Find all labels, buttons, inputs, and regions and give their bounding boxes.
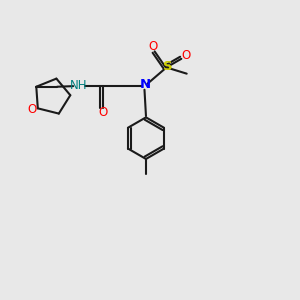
Text: O: O: [148, 40, 158, 52]
Text: NH: NH: [70, 79, 88, 92]
Text: O: O: [182, 49, 191, 62]
Text: O: O: [98, 106, 107, 119]
Text: N: N: [140, 78, 151, 91]
Text: S: S: [163, 60, 172, 73]
Text: O: O: [28, 103, 37, 116]
